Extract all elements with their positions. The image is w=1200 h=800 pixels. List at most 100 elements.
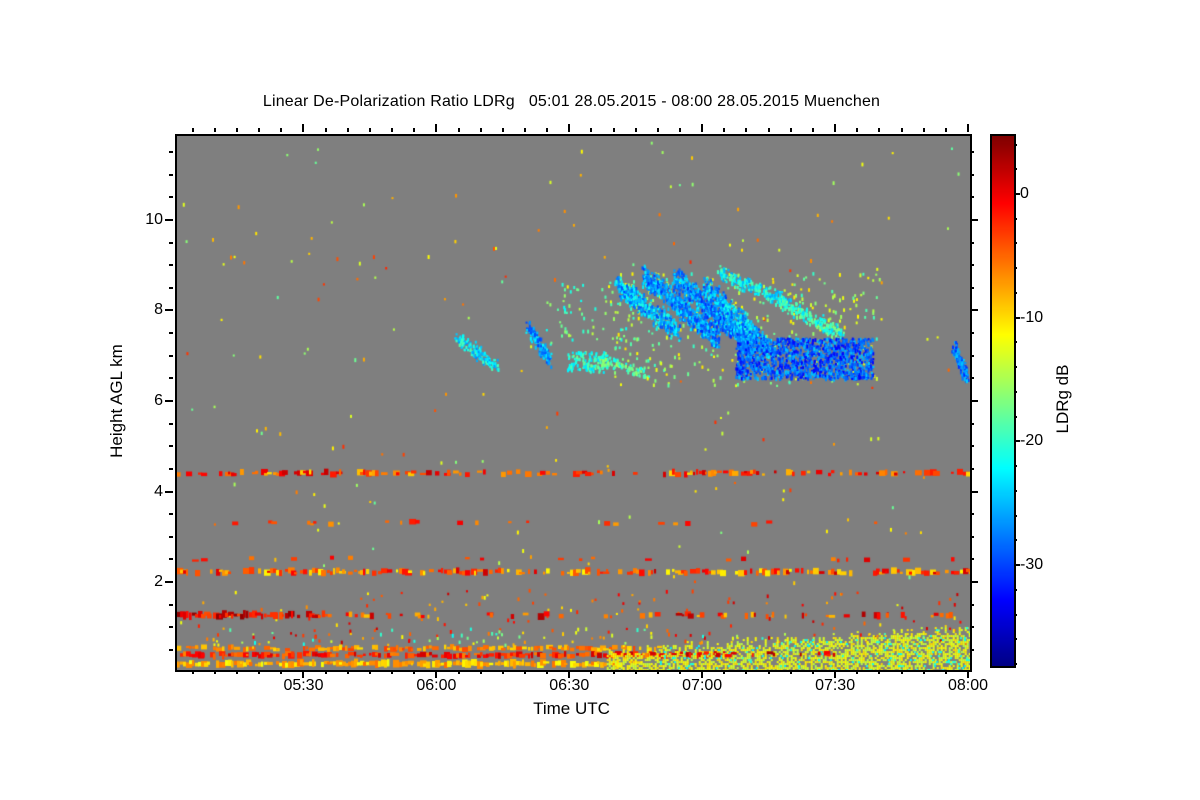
x-minor-tick-top [213, 128, 216, 132]
x-minor-tick-top [679, 128, 682, 132]
x-minor-tick [679, 670, 682, 674]
y-minor-tick [169, 648, 173, 651]
x-major-tick-top [568, 124, 571, 132]
x-tick-label: 06:30 [549, 677, 590, 694]
y-tick-label: 2 [154, 573, 163, 591]
y-minor-tick [169, 603, 173, 606]
y-minor-tick [169, 332, 173, 335]
y-major-tick-right [970, 400, 978, 402]
y-tick-label: 6 [154, 392, 163, 409]
x-minor-tick [612, 670, 615, 674]
y-minor-tick-right [970, 603, 974, 606]
x-minor-tick-top [590, 128, 593, 132]
x-minor-tick-top [457, 128, 460, 132]
y-major-tick [165, 490, 173, 493]
chart-title: Linear De-Polarization Ratio LDRg 05:01 … [262, 93, 881, 110]
y-minor-tick [169, 286, 173, 289]
x-minor-tick [789, 670, 792, 674]
x-minor-tick-top [413, 128, 416, 132]
x-minor-tick-top [789, 128, 792, 132]
colorbar-label: LDRg dB [1053, 364, 1072, 434]
x-minor-tick [413, 670, 416, 674]
x-minor-tick-top [900, 128, 903, 132]
colorbar-major-tick [1014, 564, 1020, 567]
x-major-tick-top [967, 124, 969, 132]
x-minor-tick-top [391, 128, 394, 132]
y-minor-tick-right [970, 196, 974, 199]
x-minor-tick [258, 670, 261, 674]
y-minor-tick-right [970, 286, 974, 289]
x-major-tick [302, 670, 305, 678]
x-minor-tick [634, 670, 637, 674]
y-tick-label: 8 [154, 301, 163, 319]
y-minor-tick [169, 626, 173, 629]
colorbar-major-tick [1014, 316, 1020, 319]
x-minor-tick-top [656, 128, 659, 132]
x-minor-tick-top [922, 128, 925, 132]
y-major-tick [165, 581, 173, 584]
y-minor-tick [169, 467, 173, 470]
x-major-tick [435, 670, 438, 678]
x-tick-label: 05:30 [283, 677, 324, 694]
x-minor-tick [346, 670, 349, 674]
x-minor-tick-top [368, 128, 371, 132]
x-minor-tick-top [634, 128, 637, 132]
y-minor-tick-right [970, 354, 974, 357]
y-major-tick [165, 400, 173, 402]
y-minor-tick-right [970, 422, 974, 425]
x-tick-label: 06:00 [416, 677, 457, 694]
colorbar-tick-label: -10 [1020, 308, 1044, 326]
y-minor-tick-right [970, 264, 974, 267]
colorbar [990, 134, 1016, 668]
x-major-tick-top [834, 124, 837, 132]
x-minor-tick-top [236, 128, 239, 132]
x-minor-tick [236, 670, 239, 674]
y-minor-tick [169, 535, 173, 538]
x-major-tick-top [302, 124, 305, 132]
y-minor-tick [169, 173, 173, 176]
x-minor-tick [523, 670, 526, 674]
x-minor-tick-top [258, 128, 261, 132]
y-minor-tick-right [970, 377, 974, 380]
y-major-tick-right [970, 309, 978, 312]
colorbar-gradient [992, 136, 1014, 666]
x-minor-tick [811, 670, 814, 674]
x-minor-tick [767, 670, 770, 674]
y-major-tick-right [970, 581, 978, 584]
y-minor-tick [169, 422, 173, 425]
x-major-tick-top [701, 124, 704, 132]
y-minor-tick-right [970, 513, 974, 516]
y-minor-tick [169, 151, 173, 154]
x-tick-label: 07:00 [682, 677, 723, 694]
y-minor-tick-right [970, 332, 974, 335]
x-minor-tick [590, 670, 593, 674]
plot-frame [175, 134, 972, 672]
x-minor-tick [656, 670, 659, 674]
y-major-tick [165, 218, 173, 221]
x-minor-tick [944, 670, 947, 674]
x-minor-tick [501, 670, 504, 674]
x-minor-tick-top [523, 128, 526, 132]
x-minor-tick [457, 670, 460, 674]
y-minor-tick [169, 241, 173, 244]
colorbar-tick-label: -20 [1020, 432, 1044, 450]
y-minor-tick-right [970, 558, 974, 561]
x-minor-tick [191, 670, 194, 674]
y-minor-tick [169, 377, 173, 380]
x-minor-tick-top [723, 128, 726, 132]
x-major-tick [568, 670, 571, 678]
x-minor-tick-top [501, 128, 504, 132]
x-minor-tick [324, 670, 327, 674]
y-minor-tick [169, 264, 173, 267]
y-minor-tick-right [970, 467, 974, 470]
colorbar-tick-label: 0 [1020, 184, 1029, 202]
x-minor-tick-top [745, 128, 748, 132]
y-minor-tick-right [970, 535, 974, 538]
x-minor-tick-top [612, 128, 615, 132]
x-minor-tick [213, 670, 216, 674]
x-minor-tick [856, 670, 859, 674]
x-minor-tick [391, 670, 394, 674]
x-major-tick [701, 670, 704, 678]
y-minor-tick-right [970, 445, 974, 448]
